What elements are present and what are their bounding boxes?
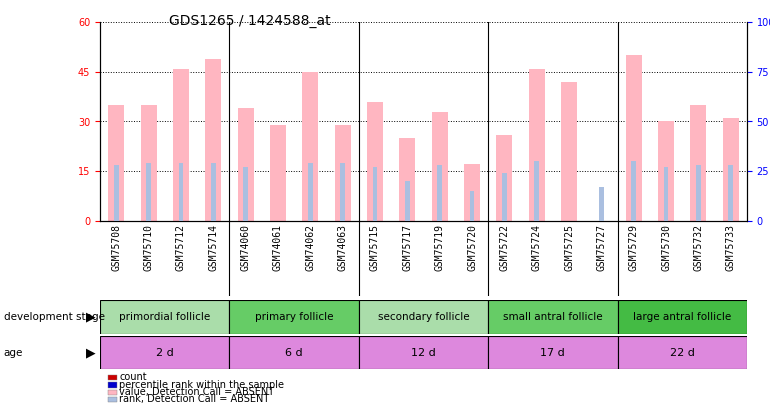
Bar xyxy=(599,187,604,221)
Bar xyxy=(373,167,377,221)
Bar xyxy=(664,167,668,221)
Text: GSM75720: GSM75720 xyxy=(467,224,477,271)
Text: percentile rank within the sample: percentile rank within the sample xyxy=(119,380,284,390)
Text: ▶: ▶ xyxy=(86,346,95,359)
Bar xyxy=(496,135,513,221)
Text: rank, Detection Call = ABSENT: rank, Detection Call = ABSENT xyxy=(119,394,270,404)
Text: large antral follicle: large antral follicle xyxy=(633,312,732,322)
Bar xyxy=(140,105,157,221)
Bar xyxy=(625,55,641,221)
Text: GSM75733: GSM75733 xyxy=(726,224,735,271)
Bar xyxy=(270,125,286,221)
Bar xyxy=(696,165,701,221)
Bar xyxy=(172,68,189,221)
Text: 12 d: 12 d xyxy=(411,348,436,358)
Bar xyxy=(431,111,447,221)
Bar xyxy=(470,191,474,221)
Text: small antral follicle: small antral follicle xyxy=(503,312,603,322)
Text: GSM75725: GSM75725 xyxy=(564,224,574,271)
Bar xyxy=(334,125,351,221)
Bar xyxy=(340,163,345,221)
Text: secondary follicle: secondary follicle xyxy=(378,312,469,322)
Bar xyxy=(211,163,216,221)
Text: value, Detection Call = ABSENT: value, Detection Call = ABSENT xyxy=(119,387,274,397)
Text: GSM75719: GSM75719 xyxy=(435,224,444,271)
Text: GSM74062: GSM74062 xyxy=(306,224,315,271)
Bar xyxy=(658,122,674,221)
Bar xyxy=(399,138,416,221)
Bar xyxy=(179,163,183,221)
Bar xyxy=(728,165,733,221)
Bar xyxy=(405,181,410,221)
Bar xyxy=(100,300,229,334)
Bar xyxy=(534,161,539,221)
Bar xyxy=(100,336,229,369)
Text: GSM75710: GSM75710 xyxy=(144,224,153,271)
Text: GSM75727: GSM75727 xyxy=(597,224,606,271)
Bar xyxy=(488,300,618,334)
Text: GSM75730: GSM75730 xyxy=(661,224,671,271)
Bar xyxy=(488,336,618,369)
Bar xyxy=(561,82,577,221)
Text: GSM75712: GSM75712 xyxy=(176,224,186,271)
Bar xyxy=(243,167,248,221)
Bar xyxy=(631,161,636,221)
Bar xyxy=(437,165,442,221)
Text: GSM75722: GSM75722 xyxy=(500,224,509,271)
Text: GDS1265 / 1424588_at: GDS1265 / 1424588_at xyxy=(169,14,331,28)
Text: count: count xyxy=(119,373,147,382)
Text: ▶: ▶ xyxy=(86,310,95,324)
Bar xyxy=(359,300,488,334)
Bar xyxy=(618,336,747,369)
Text: primordial follicle: primordial follicle xyxy=(119,312,210,322)
Text: GSM75729: GSM75729 xyxy=(629,224,638,271)
Bar xyxy=(114,165,119,221)
Text: development stage: development stage xyxy=(4,312,105,322)
Text: 17 d: 17 d xyxy=(541,348,565,358)
Bar xyxy=(528,68,545,221)
Bar xyxy=(722,118,738,221)
Bar xyxy=(237,108,254,221)
Bar xyxy=(464,164,480,221)
Text: GSM74061: GSM74061 xyxy=(273,224,283,271)
Text: 6 d: 6 d xyxy=(286,348,303,358)
Text: GSM74063: GSM74063 xyxy=(338,224,347,271)
Bar xyxy=(690,105,706,221)
Bar xyxy=(229,300,359,334)
Text: 2 d: 2 d xyxy=(156,348,174,358)
Text: GSM75708: GSM75708 xyxy=(112,224,121,271)
Text: GSM75724: GSM75724 xyxy=(532,224,541,271)
Bar xyxy=(502,173,507,221)
Text: age: age xyxy=(4,348,23,358)
Bar xyxy=(618,300,747,334)
Text: GSM75715: GSM75715 xyxy=(370,224,380,271)
Text: GSM75732: GSM75732 xyxy=(694,224,703,271)
Bar xyxy=(146,163,151,221)
Text: GSM75717: GSM75717 xyxy=(403,224,412,271)
Text: GSM74060: GSM74060 xyxy=(241,224,250,271)
Bar xyxy=(108,105,125,221)
Bar xyxy=(308,163,313,221)
Text: primary follicle: primary follicle xyxy=(255,312,333,322)
Bar xyxy=(359,336,488,369)
Text: 22 d: 22 d xyxy=(670,348,695,358)
Bar xyxy=(302,72,319,221)
Bar xyxy=(229,336,359,369)
Bar xyxy=(205,59,222,221)
Text: GSM75714: GSM75714 xyxy=(209,224,218,271)
Bar xyxy=(367,102,383,221)
